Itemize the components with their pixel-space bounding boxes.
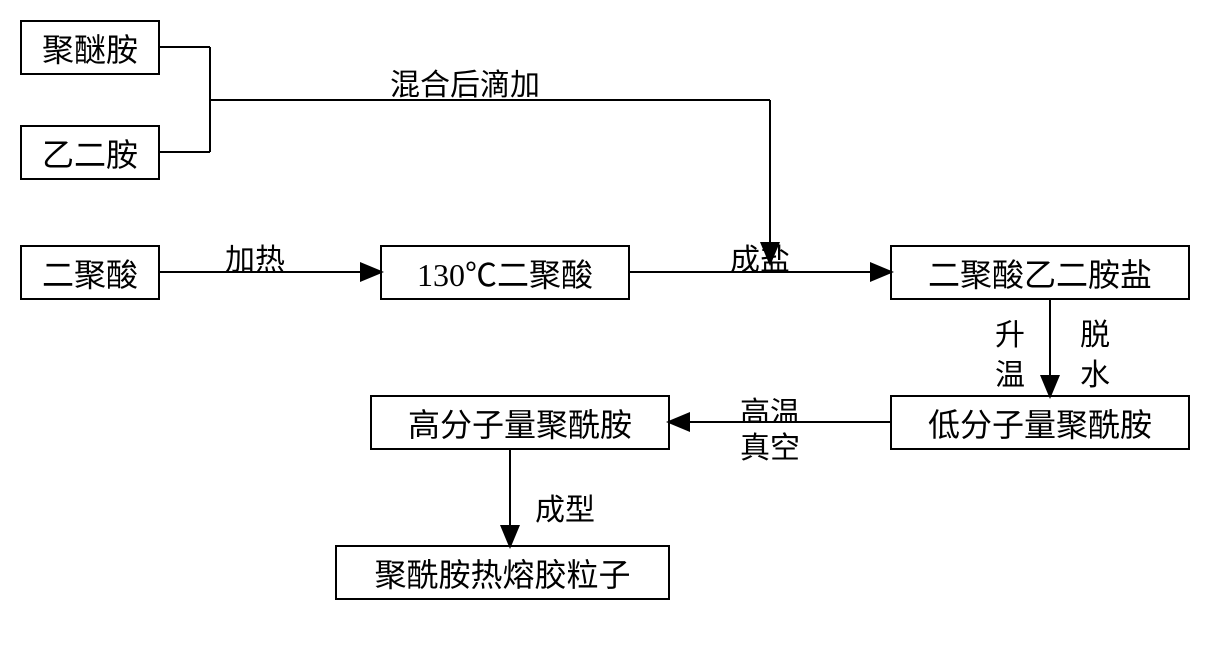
label-dewater-2: 水 (1080, 350, 1110, 394)
box-low-mw-polyamide: 低分子量聚酰胺 (890, 395, 1190, 450)
box-ethylenediamine: 乙二胺 (20, 125, 160, 180)
box-dimer-acid: 二聚酸 (20, 245, 160, 300)
label-mix-drop: 混合后滴加 (390, 60, 540, 104)
box-polyamide-particles: 聚酰胺热熔胶粒子 (335, 545, 670, 600)
label-molding: 成型 (535, 485, 595, 529)
box-dimer-acid-salt: 二聚酸乙二胺盐 (890, 245, 1190, 300)
label-salt: 成盐 (730, 235, 790, 279)
label-heat: 加热 (225, 235, 285, 279)
box-polyetheramine: 聚醚胺 (20, 20, 160, 75)
label-temp-up-1: 升 (995, 310, 1025, 354)
label-temp-up-2: 温 (995, 350, 1025, 394)
label-dewater-1: 脱 (1080, 310, 1110, 354)
label-vacuum: 真空 (740, 423, 800, 467)
box-130c-dimer-acid: 130℃二聚酸 (380, 245, 630, 300)
box-high-mw-polyamide: 高分子量聚酰胺 (370, 395, 670, 450)
